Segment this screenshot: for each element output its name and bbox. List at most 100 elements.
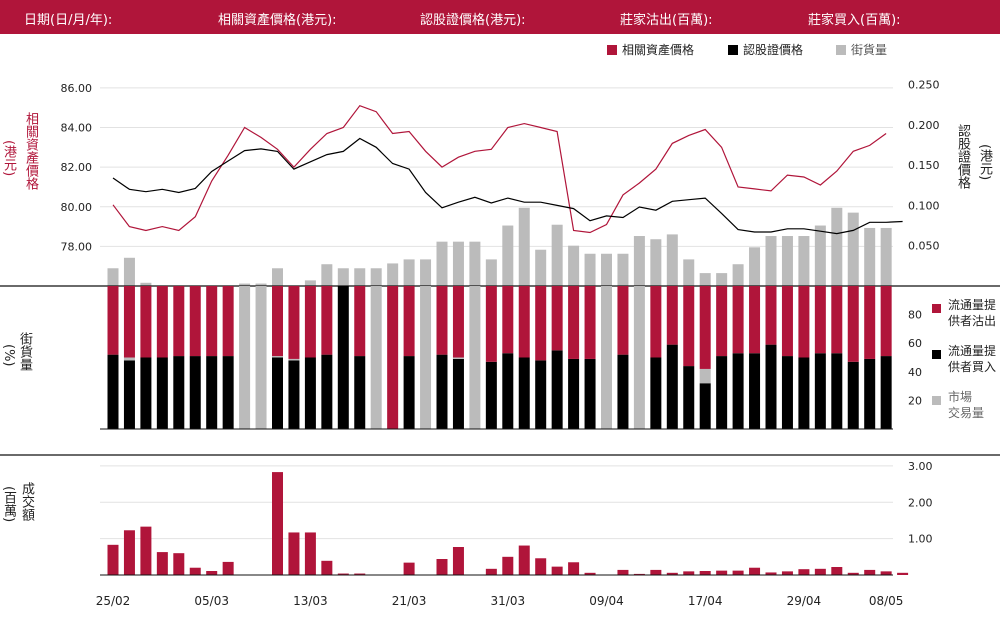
right-tick-label: 0.250: [908, 78, 940, 91]
left-turnover-unit: (百萬): [1, 486, 16, 523]
lp-sell-bar: [189, 286, 201, 357]
lp-buy-bar: [321, 354, 333, 429]
lp-buy-bar: [551, 350, 563, 429]
turnover-bar: [518, 545, 530, 575]
outstanding-bar: [814, 225, 826, 286]
lp-buy-bar: [617, 354, 629, 429]
lp-buy-bar: [568, 358, 580, 429]
turnover-bar: [897, 572, 909, 575]
lp-sell-bar: [650, 286, 662, 358]
lp-buy-bar: [222, 356, 234, 429]
pct-tick-label: 60: [908, 337, 922, 350]
outstanding-bar: [683, 259, 695, 286]
lp-sell-bar: [551, 286, 563, 351]
outstanding-bar: [420, 259, 432, 286]
lp-buy-bar: [518, 357, 530, 429]
legend-market-volume: 市場: [948, 389, 972, 404]
lp-sell-bar: [485, 286, 497, 362]
lp-buy-bar: [831, 353, 843, 429]
outstanding-bar: [584, 253, 596, 286]
lp-buy-bar: [452, 358, 464, 429]
lp-buy-bar: [403, 356, 415, 429]
market-volume-bar: [699, 368, 711, 384]
lp-buy-bar: [650, 357, 662, 429]
turnover-bar: [123, 530, 135, 575]
market-volume-bar: [420, 286, 432, 429]
x-tick-label: 08/05: [869, 594, 904, 608]
lp-buy-bar: [189, 356, 201, 429]
turnover-bar: [173, 553, 185, 575]
x-tick-label: 13/03: [293, 594, 328, 608]
lp-buy-bar: [683, 366, 695, 429]
turnover-bar: [568, 562, 580, 575]
left-tick-label: 82.00: [61, 161, 93, 174]
lp-sell-bar: [156, 286, 168, 358]
x-tick-label: 31/03: [491, 594, 526, 608]
lp-buy-bar: [354, 356, 366, 429]
turnover-bar: [436, 559, 448, 575]
market-volume-bar: [370, 286, 382, 429]
lp-sell-bar: [568, 286, 580, 359]
x-tick-label: 29/04: [787, 594, 822, 608]
outstanding-bar: [798, 236, 810, 286]
legend-market-volume-line2: 交易量: [948, 405, 984, 420]
turnover-bar: [847, 572, 859, 575]
outstanding-bar: [732, 264, 744, 286]
lp-sell-bar: [699, 286, 711, 369]
outstanding-bar: [502, 225, 514, 286]
lp-sell-bar: [387, 286, 399, 429]
outstanding-bar: [666, 234, 678, 286]
lp-buy-bar: [156, 357, 168, 429]
turnover-bar: [272, 472, 283, 575]
turnover-bar: [814, 568, 826, 575]
lp-buy-bar: [173, 356, 185, 429]
lp-sell-bar: [781, 286, 793, 357]
turnover-tick-label: 3.00: [908, 460, 933, 473]
legend-lp-sell: 流通量提: [948, 297, 996, 312]
turnover-bar: [699, 571, 711, 575]
lp-buy-bar: [880, 356, 892, 429]
left-price-title: 相關資產價格: [23, 112, 38, 190]
turnover-bar: [732, 570, 744, 575]
lp-buy-bar: [781, 356, 793, 429]
left-tick-label: 84.00: [61, 122, 93, 135]
turnover-bar: [206, 571, 218, 575]
lp-buy-bar: [699, 383, 711, 429]
turnover-bar: [189, 567, 201, 575]
lp-sell-bar: [452, 286, 464, 358]
market-volume-bar: [452, 357, 464, 359]
market-volume-bar: [288, 358, 300, 361]
lp-sell-bar: [716, 286, 728, 357]
turnover-bar: [452, 547, 464, 575]
lp-buy-bar: [666, 344, 678, 429]
turnover-bar: [403, 562, 415, 575]
right-price-unit: (港元): [977, 144, 992, 181]
lp-sell-bar: [749, 286, 761, 354]
lp-sell-bar: [107, 286, 119, 355]
lp-sell-bar: [403, 286, 415, 357]
outstanding-bar: [568, 245, 580, 286]
outstanding-bar: [469, 241, 481, 286]
outstanding-bar: [633, 236, 645, 286]
turnover-bar: [716, 570, 728, 575]
outstanding-bar: [337, 268, 349, 286]
right-tick-label: 0.050: [908, 240, 940, 253]
x-tick-label: 21/03: [392, 594, 427, 608]
market-volume-bar: [239, 286, 251, 429]
lp-sell-bar: [847, 286, 859, 362]
x-tick-label: 05/03: [194, 594, 229, 608]
lp-buy-bar: [436, 354, 448, 429]
lp-buy-bar: [485, 361, 497, 429]
outstanding-bar: [518, 207, 530, 286]
lp-sell-bar: [617, 286, 629, 355]
lp-sell-bar: [222, 286, 234, 357]
left-turnover-title: 成交額: [19, 482, 34, 521]
turnover-bar: [749, 567, 761, 575]
market-volume-bar: [123, 357, 135, 361]
turnover-bar: [584, 572, 596, 575]
outstanding-bar: [272, 268, 283, 286]
turnover-bar: [765, 572, 777, 575]
outstanding-bar: [765, 236, 777, 286]
left-tick-label: 80.00: [61, 201, 93, 214]
